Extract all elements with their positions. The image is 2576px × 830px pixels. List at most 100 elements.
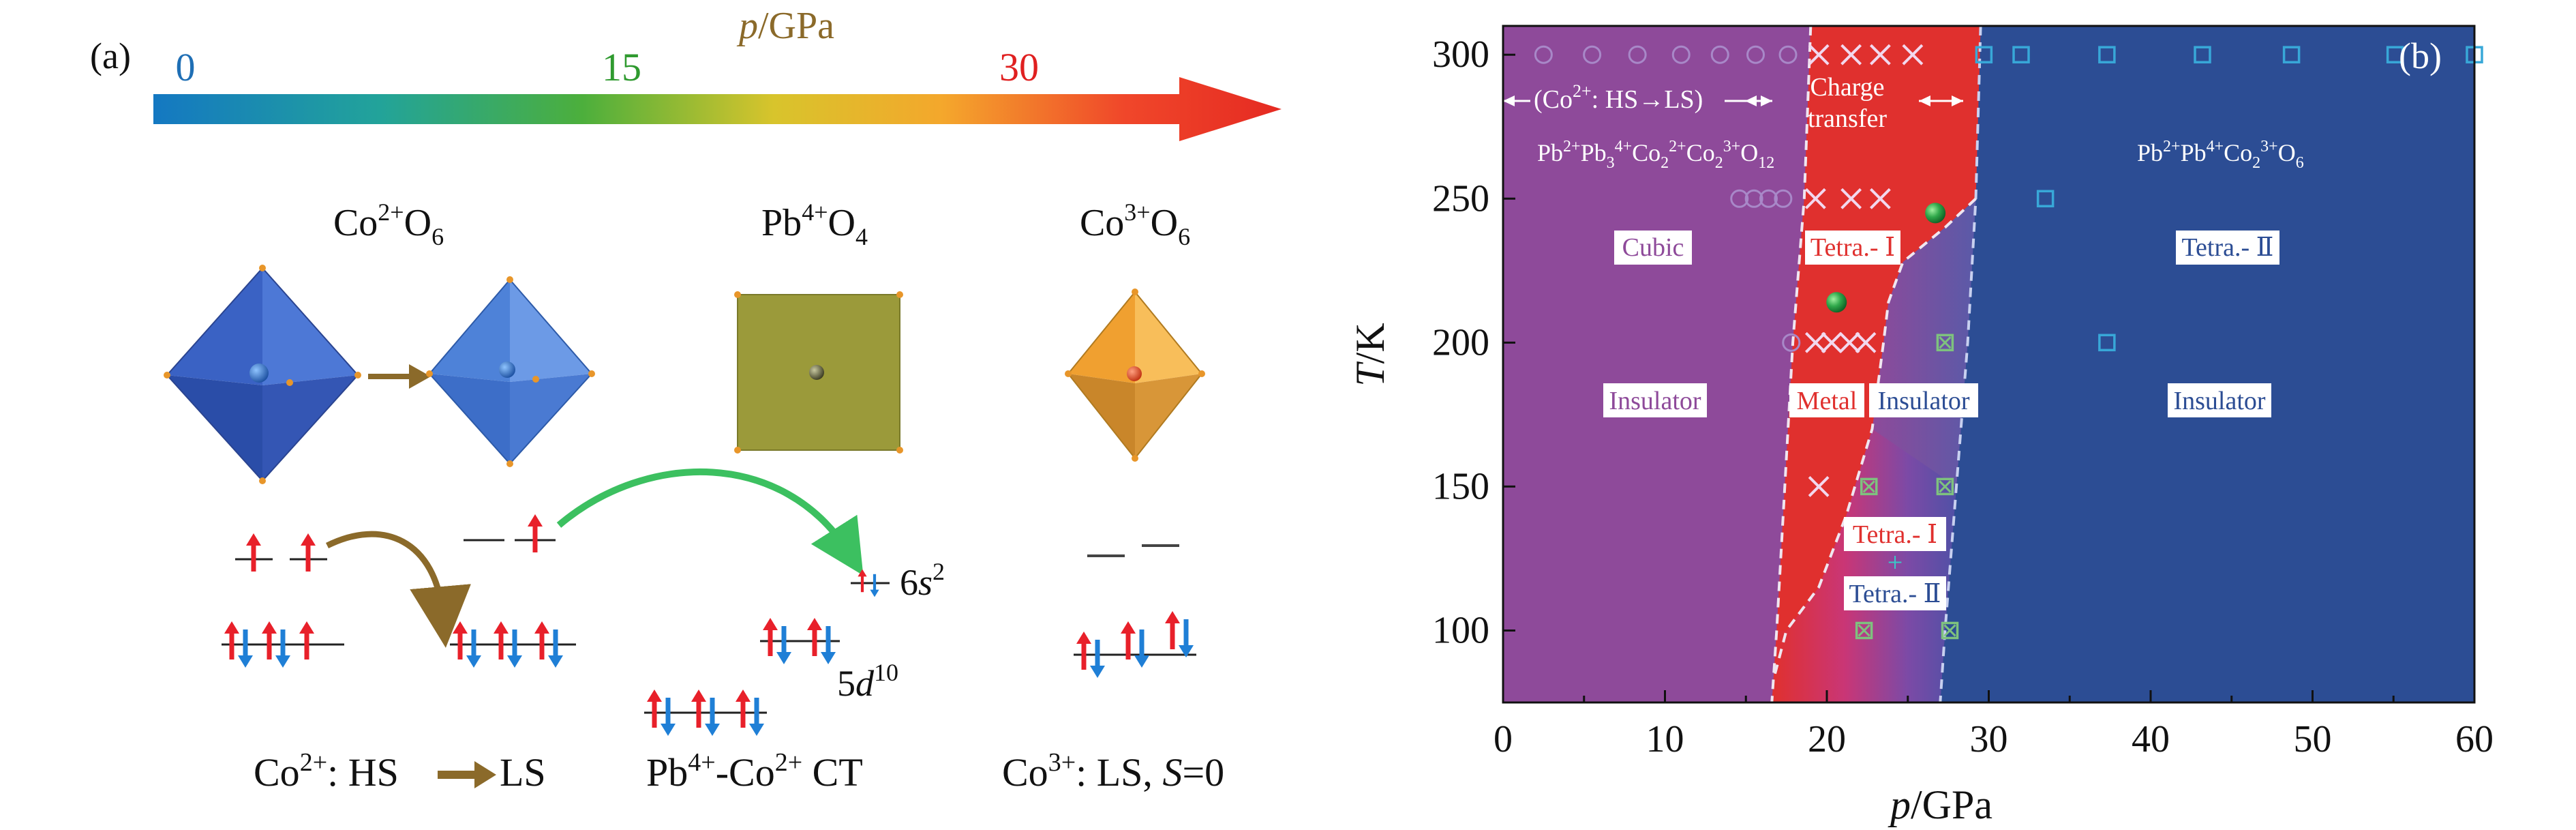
svg-text:(Co2+: HS→LS): (Co2+: HS→LS) (1534, 81, 1703, 114)
cross-point-9 (1838, 331, 1860, 353)
label-mixed-tetra-1: Tetra.- Ⅰ (1853, 520, 1937, 549)
orbital-6s2: 6s2 (900, 558, 945, 603)
boxed-cross-point-0 (1936, 334, 1954, 352)
pb4-o4-title: Pb4+O4 (761, 198, 868, 250)
square-point-3 (2194, 46, 2211, 63)
pressure-tick-0: 0 (176, 45, 196, 89)
label-tetra-2: Tetra.- Ⅱ (2182, 233, 2274, 262)
circle-point-5 (1746, 45, 1765, 64)
label-mixed-plus: + (1888, 547, 1903, 578)
cross-point-6 (1869, 188, 1891, 209)
boxed-cross-point-3 (1855, 621, 1873, 640)
square-point-8 (2098, 334, 2116, 352)
cross-point-10 (1855, 331, 1877, 353)
hs-ls-annotation: (Co2+: HS→LS) (1503, 81, 1963, 114)
pb-5d-levels (644, 618, 840, 736)
charge-transfer-arrow (556, 468, 864, 576)
square-point-4 (2282, 46, 2301, 63)
co2-o6-title: Co2+O6 (333, 198, 444, 250)
axes: 0 10 20 30 40 50 60 100 150 200 250 300 (1432, 33, 2494, 760)
co2-hs-levels (222, 533, 344, 668)
circle-point-8 (1744, 189, 1763, 208)
circle-point-11 (1782, 333, 1801, 352)
formula-left: Pb2+Pb34+Co22+Co23+O12 (1537, 138, 1774, 172)
cross-point-5 (1840, 188, 1862, 209)
square-point-7 (2036, 190, 2055, 208)
label-cubic: Cubic (1622, 233, 1684, 262)
label-insulator-mid: Insulator (1877, 387, 1969, 415)
circle-point-0 (1534, 45, 1553, 64)
pressure-tick-30: 30 (999, 45, 1039, 89)
transition-arrow-icon (368, 364, 431, 389)
label-insulator-right: Insulator (2173, 387, 2265, 415)
square-point-2 (2098, 46, 2116, 63)
boxed-cross-point-2 (1936, 477, 1954, 496)
charge-transfer-label-1: Charge (1810, 73, 1884, 102)
co3-ls-levels (1074, 544, 1196, 678)
pressure-axis-title: p/GPa (736, 5, 834, 47)
cross-point-11 (1808, 475, 1830, 497)
label-tetra-1: Tetra.- Ⅰ (1810, 233, 1895, 262)
formula-right: Pb2+Pb4+Co23+O6 (2137, 138, 2304, 172)
label-mixed-tetra-2: Tetra.- Ⅱ (1849, 580, 1941, 608)
square-point-1 (2012, 46, 2030, 63)
data-markers (1534, 44, 2483, 640)
x-tick-label-50: 50 (2294, 718, 2332, 760)
cross-point-3 (1902, 44, 1924, 65)
cross-point-4 (1804, 188, 1826, 209)
cross-point-2 (1869, 44, 1891, 65)
panel-a-label: (a) (90, 35, 131, 76)
y-tick-label-200: 200 (1432, 321, 1489, 364)
svg-text:LS: LS (500, 750, 546, 795)
cross-point-1 (1840, 44, 1862, 65)
x-axis-label: p/GPa (1888, 782, 1992, 827)
boundary-metal-insulator (1774, 197, 1977, 675)
co3-octahedron (1065, 288, 1205, 462)
sphere-point-1 (1826, 292, 1847, 313)
square-point-5 (2386, 46, 2404, 63)
circle-point-3 (1671, 45, 1691, 64)
circle-point-10 (1774, 189, 1793, 208)
panel-b-label: (b) (2399, 35, 2442, 76)
x-tick-label-40: 40 (2132, 718, 2170, 760)
circle-point-1 (1583, 45, 1602, 64)
pb-square-planar (734, 291, 903, 454)
pressure-gradient-arrow (153, 77, 1282, 141)
co2-octahedron-hs (164, 265, 361, 484)
x-tick-label-20: 20 (1808, 718, 1846, 760)
y-tick-label-150: 150 (1432, 465, 1489, 507)
co2-ls-levels (450, 514, 576, 668)
circle-point-2 (1628, 45, 1647, 64)
charge-transfer-label-2: transfer (1808, 104, 1887, 133)
circle-point-6 (1778, 45, 1798, 64)
panel-b-phase-diagram: (Co2+: HS→LS) Charge transfer Pb2+Pb34+C… (1348, 25, 2494, 827)
label-metal: Metal (1797, 387, 1858, 415)
caption-arrow-icon (438, 761, 496, 788)
y-tick-label-100: 100 (1432, 609, 1489, 651)
x-tick-label-30: 30 (1970, 718, 2008, 760)
circle-point-7 (1730, 189, 1749, 208)
x-tick-label-0: 0 (1494, 718, 1513, 760)
caption-co2-hs-ls: Co2+: HS LS (254, 748, 546, 795)
pressure-tick-15: 15 (602, 45, 641, 89)
pb-6s-level (851, 569, 890, 597)
panel-a: (a) p/GPa 0 15 30 Co2+O6 Pb4+O4 Co3+O6 (90, 5, 1282, 795)
cross-point-0 (1808, 44, 1830, 65)
cross-point-8 (1821, 331, 1843, 353)
label-insulator-left: Insulator (1609, 387, 1701, 415)
hs-ls-electron-arrow (325, 531, 471, 648)
cross-point-7 (1804, 331, 1826, 353)
circle-point-9 (1759, 189, 1778, 208)
y-tick-label-300: 300 (1432, 33, 1489, 76)
caption-pb-co-ct: Pb4+-Co2+ CT (646, 748, 863, 795)
boxed-cross-point-4 (1941, 621, 1959, 640)
sphere-point-0 (1925, 203, 1946, 224)
caption-co3-ls: Co3+: LS, S=0 (1002, 748, 1224, 795)
y-tick-label-250: 250 (1432, 177, 1489, 220)
x-tick-label-10: 10 (1646, 718, 1684, 760)
circle-point-4 (1710, 45, 1729, 64)
square-point-0 (1975, 46, 1993, 63)
y-axis-label: T/K (1348, 323, 1393, 386)
orbital-5d10: 5d10 (837, 659, 898, 704)
